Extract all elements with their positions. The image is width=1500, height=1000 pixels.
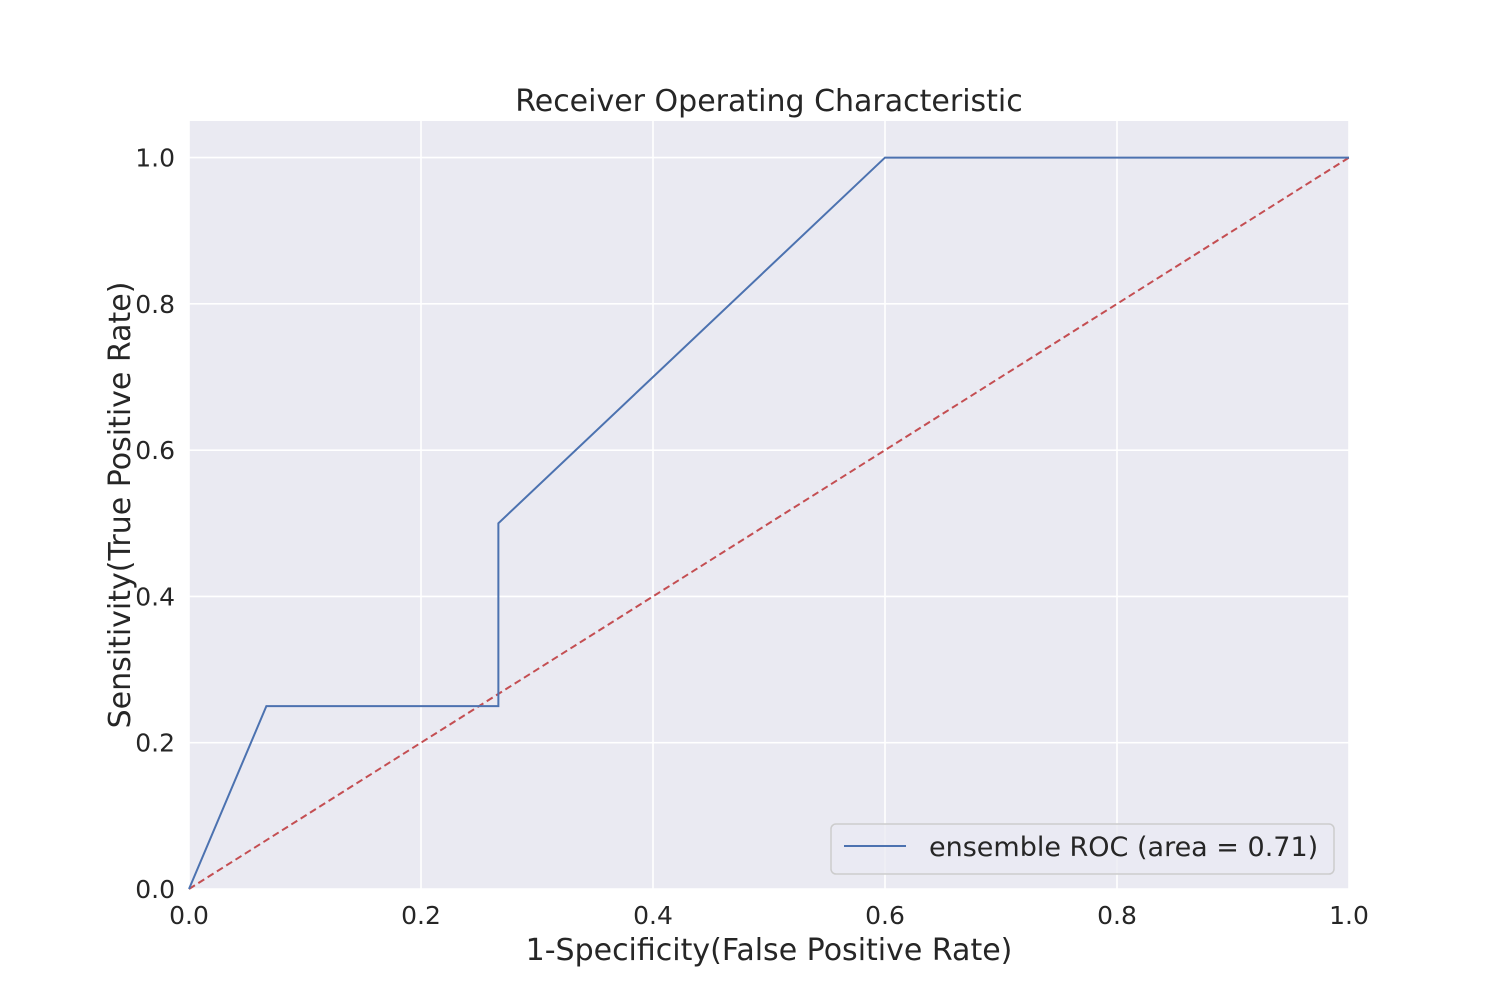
y-tick-labels: 0.0 0.2 0.4 0.6 0.8 1.0 [135,144,175,904]
y-axis-label: Sensitivity(True Positive Rate) [103,282,138,729]
x-tick-label: 0.8 [1097,901,1137,930]
x-tick-label: 0.2 [401,901,441,930]
x-tick-label: 1.0 [1329,901,1369,930]
plot-background [189,121,1349,889]
y-tick-label: 0.8 [135,290,175,319]
x-tick-label: 0.0 [169,901,209,930]
y-tick-label: 0.4 [135,582,175,611]
legend-box [830,823,1335,875]
chart-title: Receiver Operating Characteristic [515,84,1023,119]
x-tick-label: 0.4 [633,901,673,930]
x-tick-label: 0.6 [865,901,905,930]
y-tick-label: 0.2 [135,729,175,758]
series-layer [188,156,1350,890]
y-tick-label: 1.0 [135,144,175,173]
random-baseline-line [188,156,1350,890]
y-tick-label: 0.0 [135,875,175,904]
x-axis-label: 1-Specificity(False Positive Rate) [526,933,1013,968]
y-tick-label: 0.6 [135,436,175,465]
roc-curve-line [188,156,1349,890]
legend: ensemble ROC (area = 0.71) [830,823,1335,875]
x-tick-labels: 0.0 0.2 0.4 0.6 0.8 1.0 [169,901,1369,930]
grid-lines [188,121,1350,890]
legend-label-ensemble: ensemble ROC (area = 0.71) [929,832,1318,863]
